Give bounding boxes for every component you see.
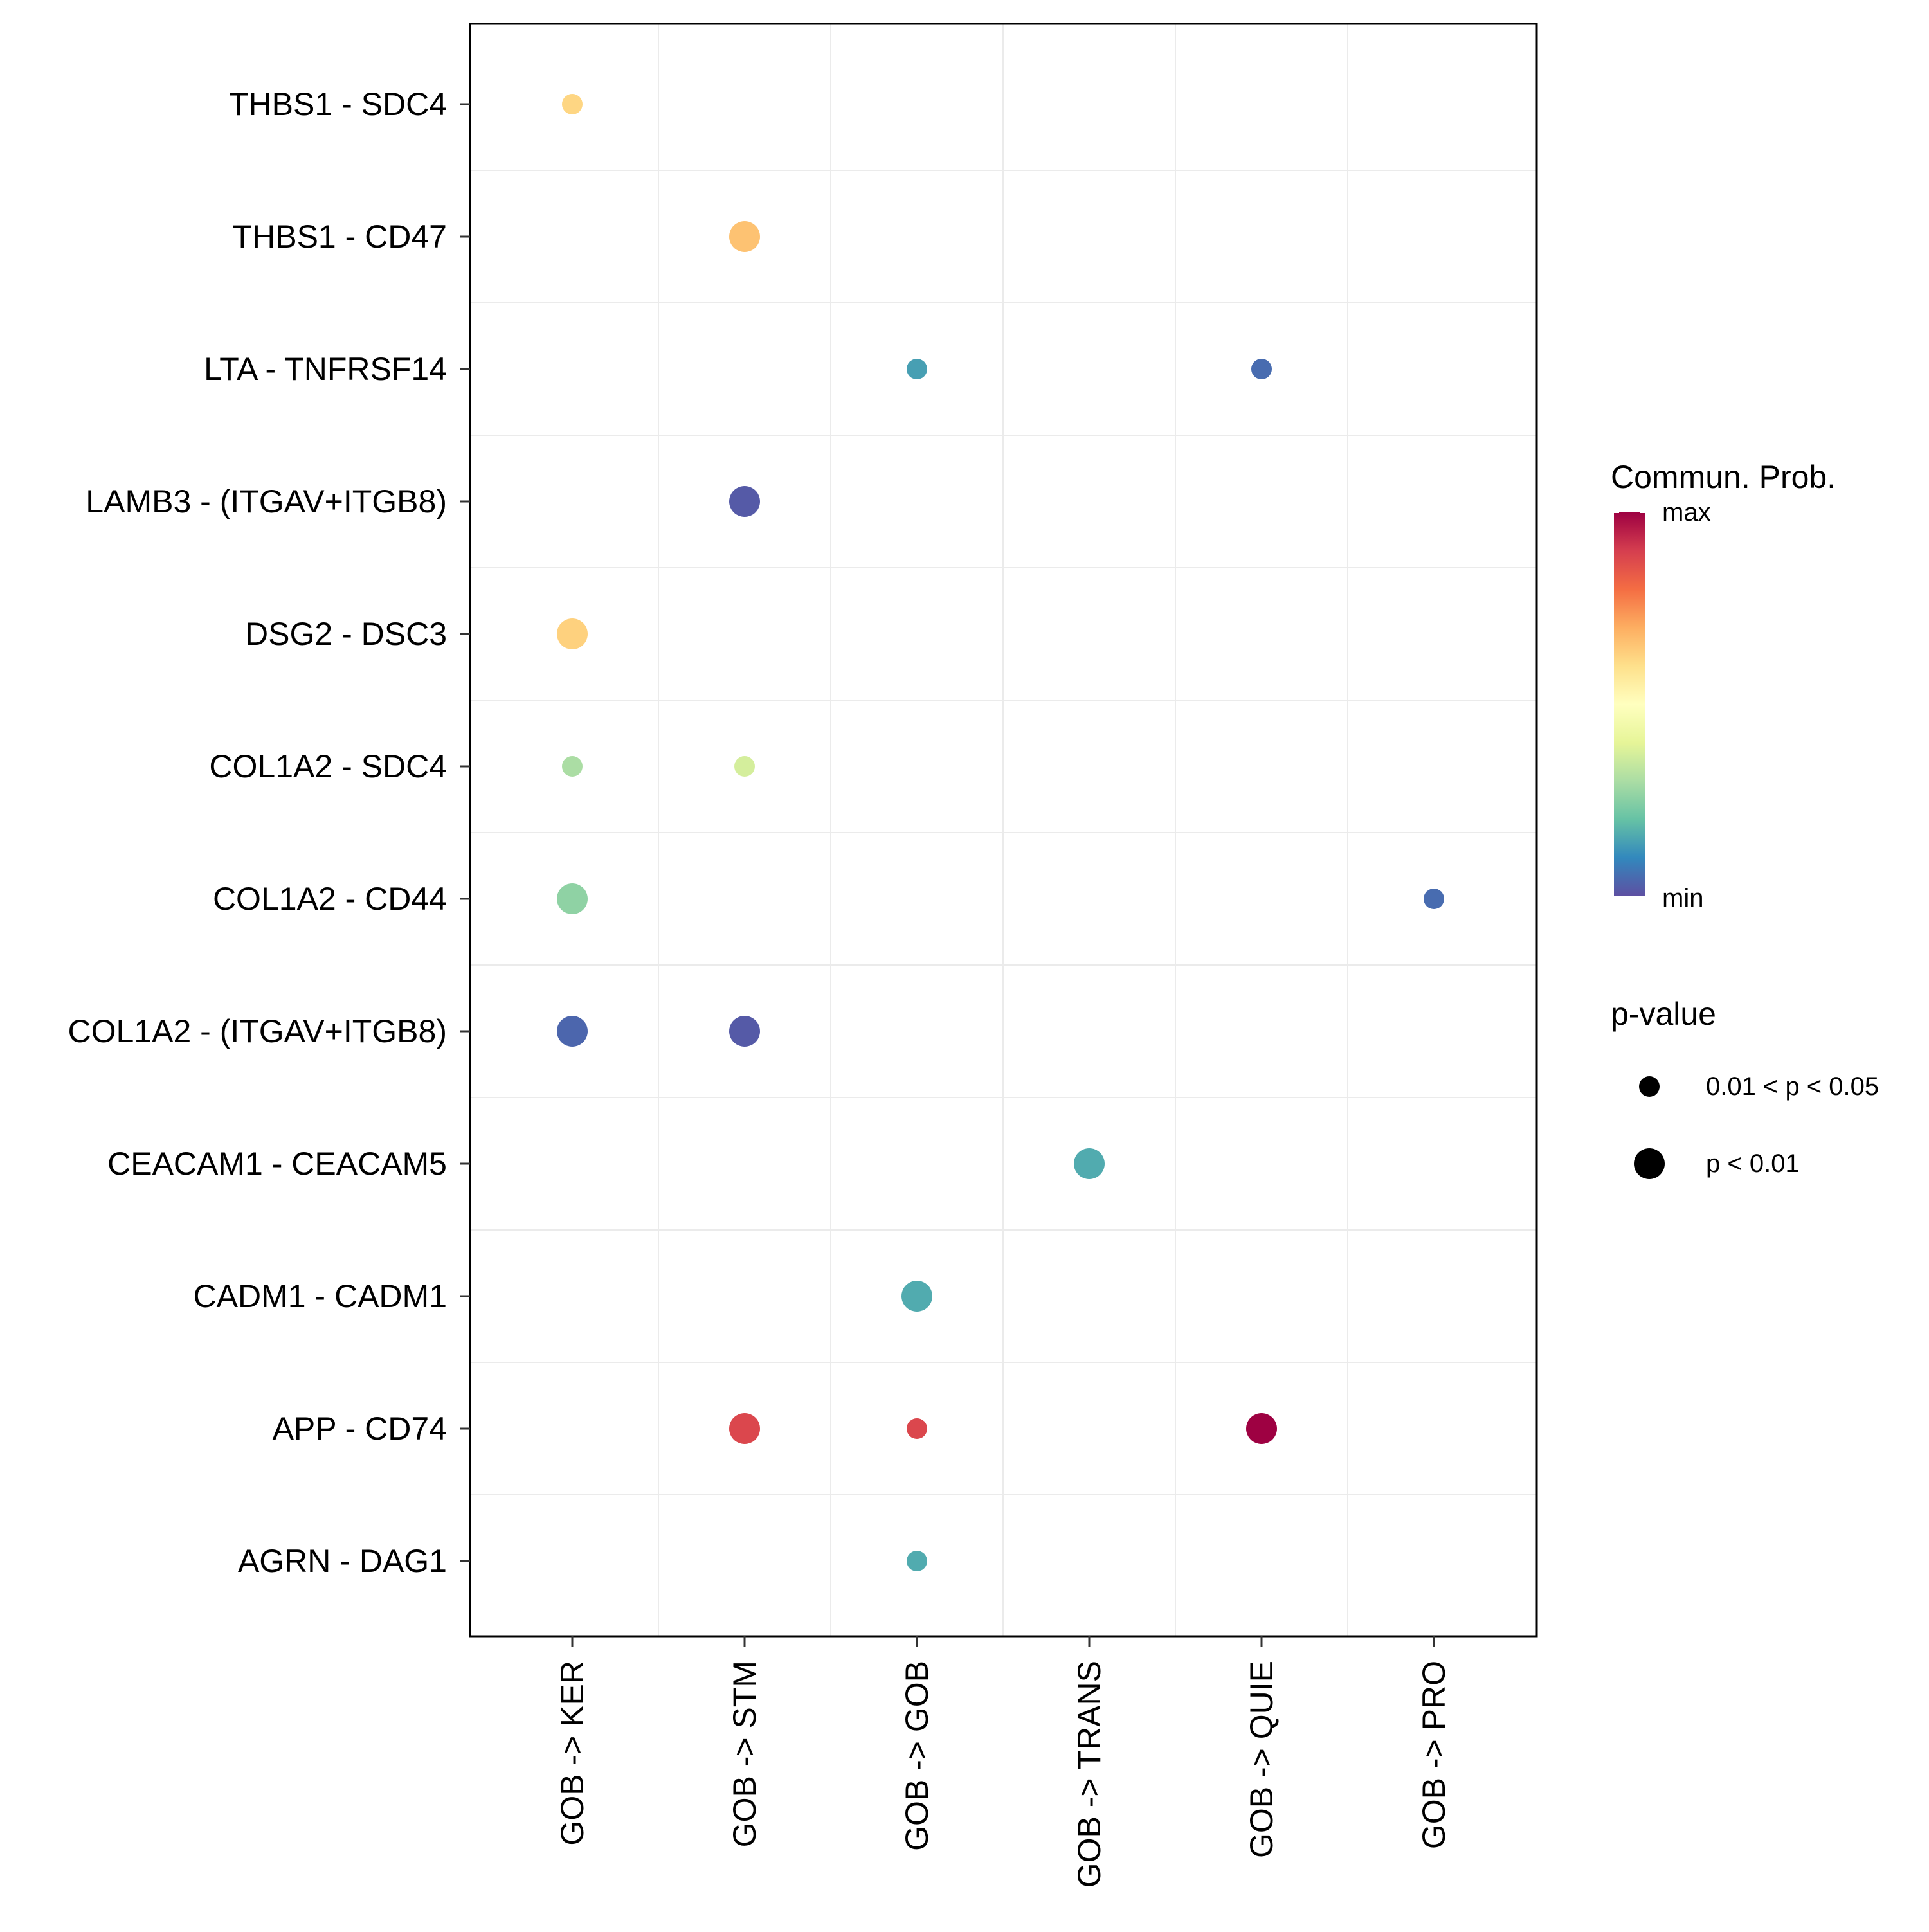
data-point[interactable] xyxy=(729,486,760,517)
colorbar-min-label: min xyxy=(1662,884,1703,912)
data-point[interactable] xyxy=(1246,1413,1277,1444)
data-point[interactable] xyxy=(557,883,588,914)
size-legend-label: 0.01 < p < 0.05 xyxy=(1706,1072,1879,1101)
y-tick-label: THBS1 - SDC4 xyxy=(229,86,447,122)
y-tick-label: LAMB3 - (ITGAV+ITGB8) xyxy=(86,483,447,519)
size-legend-key-small xyxy=(1639,1076,1660,1097)
x-tick-label: GOB -> GOB xyxy=(899,1661,935,1851)
data-point[interactable] xyxy=(562,94,583,114)
data-point[interactable] xyxy=(729,1413,760,1444)
y-tick-label: APP - CD74 xyxy=(273,1411,447,1447)
colorbar xyxy=(1614,512,1645,896)
colorbar-max-label: max xyxy=(1662,498,1711,527)
x-tick-label: GOB -> STM xyxy=(727,1661,763,1847)
data-point[interactable] xyxy=(557,1016,588,1047)
data-point[interactable] xyxy=(901,1281,932,1312)
y-tick-label: COL1A2 - (ITGAV+ITGB8) xyxy=(68,1013,447,1049)
size-legend-key-large xyxy=(1634,1148,1665,1179)
y-tick-label: COL1A2 - CD44 xyxy=(213,881,447,917)
data-point[interactable] xyxy=(557,618,588,649)
y-tick-label: DSG2 - DSC3 xyxy=(245,616,447,652)
data-point[interactable] xyxy=(734,756,755,777)
y-tick-label: COL1A2 - SDC4 xyxy=(209,748,447,784)
size-legend-label: p < 0.01 xyxy=(1706,1150,1800,1178)
y-tick-label: AGRN - DAG1 xyxy=(238,1543,447,1579)
size-legend-title: p-value xyxy=(1611,996,1716,1032)
y-tick-label: CEACAM1 - CEACAM5 xyxy=(107,1146,447,1182)
x-tick-label: GOB -> PRO xyxy=(1416,1661,1452,1849)
data-point[interactable] xyxy=(729,1016,760,1047)
data-point[interactable] xyxy=(1424,889,1444,909)
x-tick-label: GOB -> TRANS xyxy=(1071,1661,1107,1888)
data-point[interactable] xyxy=(907,1551,927,1571)
y-tick-label: THBS1 - CD47 xyxy=(233,219,447,255)
x-tick-label: GOB -> KER xyxy=(554,1661,590,1846)
data-point[interactable] xyxy=(1074,1148,1105,1179)
data-point[interactable] xyxy=(1251,359,1272,379)
data-point[interactable] xyxy=(562,756,583,777)
data-point[interactable] xyxy=(729,221,760,252)
data-point[interactable] xyxy=(907,359,927,379)
color-legend-title: Commun. Prob. xyxy=(1611,459,1836,495)
data-point[interactable] xyxy=(907,1418,927,1439)
y-tick-label: LTA - TNFRSF14 xyxy=(204,351,447,387)
plot-panel-border xyxy=(469,23,1538,1638)
x-tick-label: GOB -> QUIE xyxy=(1244,1661,1280,1858)
y-tick-label: CADM1 - CADM1 xyxy=(194,1278,447,1314)
